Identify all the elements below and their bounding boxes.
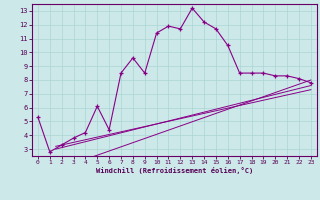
X-axis label: Windchill (Refroidissement éolien,°C): Windchill (Refroidissement éolien,°C) <box>96 167 253 174</box>
